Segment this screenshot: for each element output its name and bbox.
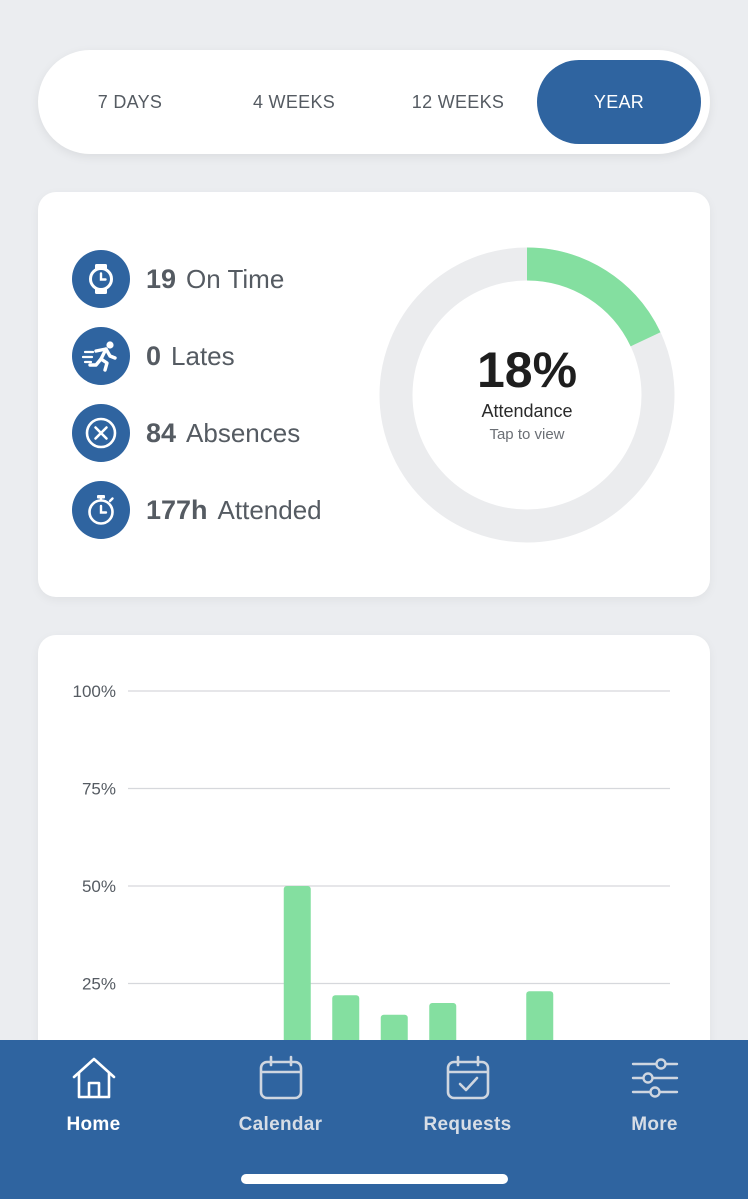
tab-12-weeks[interactable]: 12 WEEKS (411, 91, 505, 112)
donut-progress-arc (379, 247, 675, 543)
nav-requests-label: Requests (423, 1114, 512, 1135)
nav-more-label: More (631, 1114, 678, 1135)
period-selector: 7 DAYS 4 WEEKS 12 WEEKS YEAR (38, 50, 710, 154)
nav-more[interactable]: More (561, 1054, 748, 1154)
watch-icon (72, 250, 130, 308)
nav-calendar-label: Calendar (238, 1114, 323, 1135)
lates-count: 0 (146, 340, 162, 371)
attendance-donut[interactable]: 18% Attendance Tap to view (378, 246, 676, 544)
absences-count: 84 (146, 417, 177, 448)
y-tick-label: 100% (73, 682, 116, 701)
calendar-icon (257, 1054, 305, 1102)
attended-label: Attended (217, 494, 322, 525)
stopwatch-icon (72, 481, 130, 539)
nav-home[interactable]: Home (0, 1054, 187, 1154)
stat-lates[interactable]: 0 Lates (72, 327, 235, 385)
on-time-label: On Time (186, 263, 285, 294)
tab-7-days[interactable]: 7 DAYS (97, 91, 163, 112)
donut-center: 18% Attendance Tap to view (378, 246, 676, 544)
home-icon (70, 1054, 118, 1102)
attendance-label: Attendance (481, 401, 573, 421)
absences-label: Absences (186, 417, 301, 448)
tap-to-view-hint: Tap to view (489, 426, 565, 443)
bottom-navigation: Home Calendar Requests (0, 1040, 748, 1199)
stat-attended[interactable]: 177h Attended (72, 481, 322, 539)
on-time-count: 19 (146, 263, 177, 294)
tab-4-weeks[interactable]: 4 WEEKS (252, 91, 336, 112)
attendance-percent: 18% (476, 342, 578, 398)
y-tick-label: 75% (82, 780, 116, 799)
chart-bar[interactable] (283, 886, 311, 1081)
donut-chart (379, 247, 675, 543)
nav-calendar[interactable]: Calendar (187, 1054, 374, 1154)
nav-requests[interactable]: Requests (374, 1054, 561, 1154)
y-tick-label: 25% (82, 975, 116, 994)
attended-hours: 177h (146, 494, 208, 525)
sliders-icon (631, 1054, 679, 1102)
lates-label: Lates (171, 340, 235, 371)
calendar-check-icon (444, 1054, 492, 1102)
attendance-summary-card: 19 On Time 0 Lates (38, 192, 710, 597)
running-person-icon (72, 327, 130, 385)
tab-year[interactable]: YEAR (537, 60, 701, 144)
stat-on-time[interactable]: 19 On Time (72, 250, 284, 308)
x-circle-icon (72, 404, 130, 462)
y-tick-label: 50% (82, 877, 116, 896)
nav-home-label: Home (66, 1114, 121, 1135)
home-indicator (241, 1174, 508, 1184)
stat-absences[interactable]: 84 Absences (72, 404, 300, 462)
